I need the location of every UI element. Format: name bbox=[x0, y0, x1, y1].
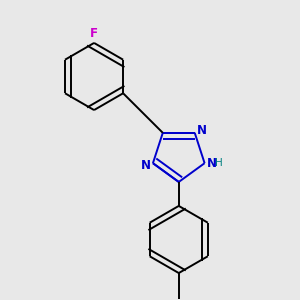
Text: H: H bbox=[215, 158, 223, 168]
Text: N: N bbox=[141, 159, 151, 172]
Text: N: N bbox=[207, 157, 217, 170]
Text: F: F bbox=[90, 28, 98, 40]
Text: N: N bbox=[197, 124, 207, 137]
